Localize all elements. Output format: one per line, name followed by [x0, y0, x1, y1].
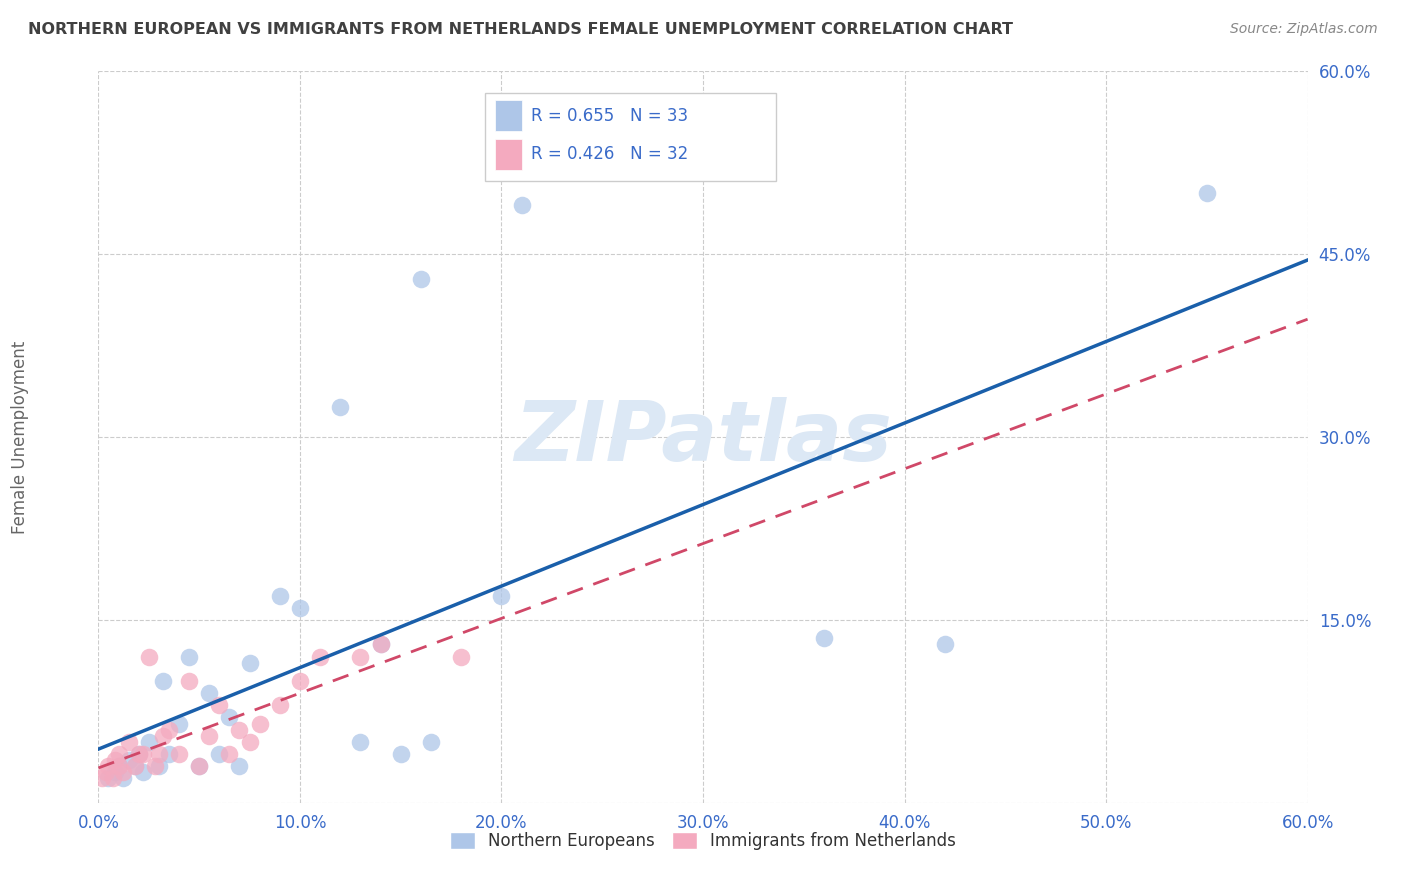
Point [188, 759, 211, 773]
Point [218, 747, 240, 761]
Point [198, 729, 221, 743]
Point [107, 759, 129, 773]
Point [208, 698, 231, 713]
Point [179, 649, 201, 664]
Point [370, 637, 392, 651]
Point [97, 772, 120, 786]
Point [309, 649, 332, 664]
Point [103, 753, 125, 767]
Point [132, 747, 155, 761]
FancyBboxPatch shape [485, 94, 776, 181]
Point [239, 735, 262, 749]
Text: NORTHERN EUROPEAN VS IMMIGRANTS FROM NETHERLANDS FEMALE UNEMPLOYMENT CORRELATION: NORTHERN EUROPEAN VS IMMIGRANTS FROM NET… [28, 22, 1014, 37]
Point [167, 716, 190, 731]
Point [101, 772, 124, 786]
Text: R = 0.655   N = 33: R = 0.655 N = 33 [531, 107, 689, 125]
Text: ZIPatlas: ZIPatlas [515, 397, 891, 477]
Point [111, 772, 134, 786]
Point [107, 747, 129, 761]
Point [934, 637, 956, 651]
Point [152, 729, 174, 743]
Point [188, 759, 211, 773]
Bar [495, 139, 522, 169]
Point [198, 686, 221, 700]
Point [208, 747, 231, 761]
Point [349, 649, 371, 664]
Point [1195, 186, 1218, 201]
Point [249, 716, 271, 731]
Point [97, 759, 120, 773]
Point [143, 759, 166, 773]
Point [420, 735, 443, 749]
Point [118, 753, 141, 767]
Point [118, 735, 141, 749]
Point [409, 271, 432, 285]
Point [389, 747, 412, 761]
Legend: Northern Europeans, Immigrants from Netherlands: Northern Europeans, Immigrants from Neth… [443, 825, 963, 856]
Text: R = 0.426   N = 32: R = 0.426 N = 32 [531, 145, 689, 163]
Point [167, 747, 190, 761]
Point [103, 765, 125, 780]
Point [329, 400, 352, 414]
Point [179, 673, 201, 688]
Point [491, 589, 513, 603]
Point [813, 632, 835, 646]
Point [91, 772, 114, 786]
Point [450, 649, 472, 664]
Point [239, 656, 262, 670]
Point [218, 710, 240, 724]
Point [138, 649, 160, 664]
Point [349, 735, 371, 749]
Point [148, 747, 170, 761]
Point [288, 600, 311, 615]
Point [138, 735, 160, 749]
Point [228, 759, 250, 773]
Point [288, 673, 311, 688]
Point [128, 747, 150, 761]
Point [148, 759, 170, 773]
Point [96, 765, 118, 780]
Y-axis label: Female Unemployment: Female Unemployment [11, 341, 30, 533]
Point [157, 723, 180, 737]
Point [228, 723, 250, 737]
Bar [495, 100, 522, 131]
Point [124, 759, 146, 773]
Point [124, 759, 146, 773]
Point [132, 765, 155, 780]
Point [107, 759, 129, 773]
Point [111, 765, 134, 780]
Point [157, 747, 180, 761]
Point [370, 637, 392, 651]
Point [128, 747, 150, 761]
Text: Source: ZipAtlas.com: Source: ZipAtlas.com [1230, 22, 1378, 37]
Point [269, 698, 291, 713]
Point [510, 198, 533, 212]
Point [269, 589, 291, 603]
Point [152, 673, 174, 688]
